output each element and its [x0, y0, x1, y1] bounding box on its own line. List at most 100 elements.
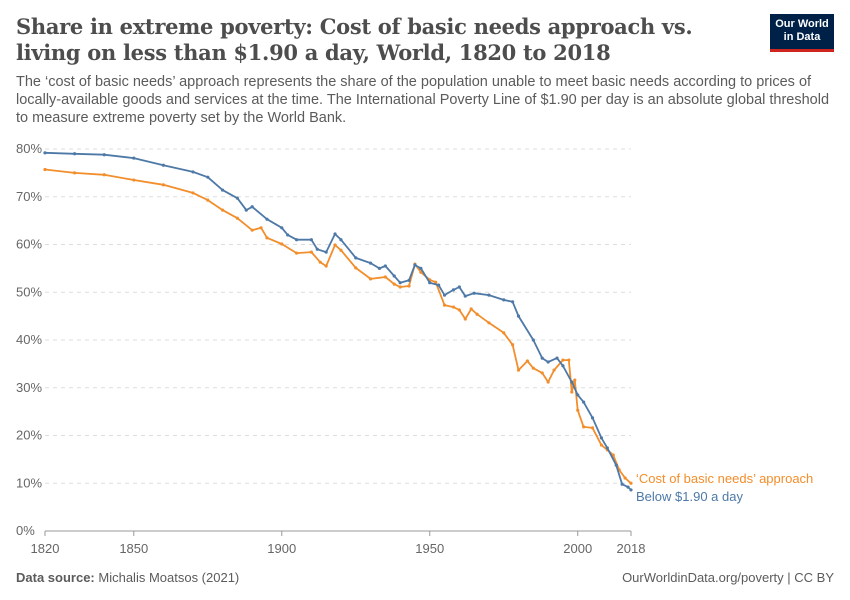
data-point — [324, 250, 328, 254]
data-point — [487, 293, 491, 297]
data-point — [555, 356, 559, 360]
data-point — [398, 281, 402, 285]
data-point — [235, 196, 239, 200]
data-point — [161, 163, 165, 167]
data-point — [475, 312, 479, 316]
data-point — [354, 266, 358, 270]
data-point — [294, 238, 299, 242]
data-point — [434, 280, 438, 284]
data-point — [428, 281, 432, 285]
data-point — [102, 153, 106, 157]
data-point — [599, 436, 604, 440]
data-point — [43, 167, 47, 172]
data-point — [561, 358, 565, 362]
y-tick-label: 0% — [16, 523, 35, 538]
x-tick-label: 1820 — [31, 541, 60, 556]
data-point — [451, 288, 456, 292]
data-point — [540, 356, 544, 360]
data-point — [442, 303, 447, 307]
data-point — [191, 191, 195, 195]
y-tick-label: 30% — [16, 380, 42, 395]
data-point — [451, 305, 456, 309]
data-point — [206, 198, 210, 202]
data-point — [132, 156, 136, 160]
data-point — [463, 317, 467, 321]
data-point — [419, 266, 423, 270]
y-tick-label: 60% — [16, 237, 42, 252]
data-point — [457, 285, 461, 289]
data-point — [629, 488, 633, 492]
data-point — [629, 481, 633, 485]
data-point — [469, 307, 473, 311]
owid-logo[interactable]: Our World in Data — [770, 14, 834, 52]
data-point — [259, 226, 263, 230]
data-point — [525, 359, 530, 363]
data-point — [546, 380, 550, 384]
data-point — [309, 250, 313, 254]
data-point — [570, 390, 574, 394]
data-point — [318, 260, 322, 264]
y-tick-label: 50% — [16, 284, 42, 299]
data-point — [590, 426, 595, 430]
x-tick-label: 1950 — [415, 541, 444, 556]
data-point — [333, 232, 337, 236]
data-point — [611, 453, 615, 457]
x-tick-label: 2018 — [617, 541, 646, 556]
data-point — [354, 256, 358, 260]
data-point — [442, 293, 447, 297]
y-tick-label: 20% — [16, 428, 42, 443]
data-point — [407, 284, 411, 288]
data-point — [206, 175, 210, 179]
data-point — [511, 343, 515, 347]
data-point — [472, 291, 476, 295]
data-point — [339, 248, 343, 252]
data-point — [413, 263, 417, 267]
x-tick-label: 1900 — [267, 541, 296, 556]
y-tick-label: 40% — [16, 332, 42, 347]
data-point — [265, 236, 269, 240]
data-point — [463, 294, 467, 298]
data-point — [368, 277, 373, 281]
footer-link[interactable]: OurWorldinData.org/poverty | CC BY — [622, 570, 834, 585]
data-point — [605, 446, 609, 450]
data-point — [339, 238, 343, 242]
data-point — [398, 285, 402, 289]
data-point — [294, 251, 299, 255]
data-point — [132, 178, 136, 182]
data-point — [392, 282, 396, 286]
data-point — [280, 226, 284, 230]
data-point — [333, 243, 337, 247]
data-point — [502, 331, 506, 335]
data-point — [72, 152, 77, 156]
y-tick-label: 70% — [16, 189, 42, 204]
data-point — [161, 183, 165, 187]
data-point — [191, 170, 195, 174]
data-point — [540, 371, 544, 375]
data-point — [315, 247, 319, 251]
data-point — [599, 443, 604, 447]
data-point — [614, 463, 618, 467]
data-point — [250, 205, 254, 209]
data-point — [72, 171, 77, 175]
data-point — [582, 400, 586, 404]
data-point — [102, 173, 106, 177]
data-point — [324, 264, 328, 268]
data-point — [280, 242, 284, 246]
data-point — [235, 216, 239, 220]
data-point — [383, 275, 387, 279]
data-point — [576, 408, 580, 412]
y-tick-label: 80% — [16, 141, 42, 156]
data-point — [561, 364, 565, 368]
data-point — [582, 425, 586, 429]
data-point — [487, 321, 491, 325]
y-tick-label: 10% — [16, 475, 42, 490]
data-point — [552, 368, 556, 372]
data-point — [567, 358, 571, 362]
data-point — [546, 360, 550, 364]
data-point — [220, 208, 225, 212]
series-label: ‘Cost of basic needs’ approach — [636, 471, 813, 486]
chart-subtitle: The ‘cost of basic needs’ approach repre… — [16, 74, 830, 126]
series-line — [44, 168, 632, 484]
x-tick-label: 2000 — [563, 541, 592, 556]
data-point — [457, 308, 461, 312]
